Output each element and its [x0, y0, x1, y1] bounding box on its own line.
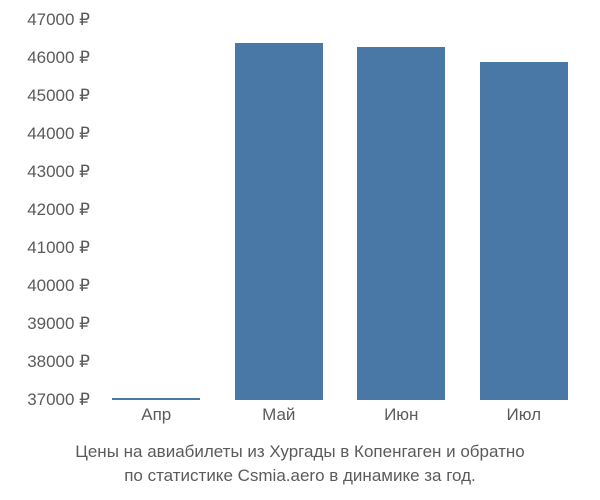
bar	[357, 47, 445, 400]
y-tick-label: 43000 ₽	[0, 162, 90, 182]
caption-line-2: по статистике Csmia.aero в динамике за г…	[124, 466, 476, 485]
y-tick-label: 44000 ₽	[0, 124, 90, 144]
caption-line-1: Цены на авиабилеты из Хургады в Копенгаг…	[75, 442, 524, 461]
y-tick-label: 45000 ₽	[0, 86, 90, 106]
x-tick-label: Апр	[141, 405, 171, 425]
bar	[235, 43, 323, 400]
bar	[480, 62, 568, 400]
y-tick-label: 40000 ₽	[0, 276, 90, 296]
y-tick-label: 37000 ₽	[0, 390, 90, 410]
y-tick-label: 46000 ₽	[0, 48, 90, 68]
x-tick-label: Май	[262, 405, 295, 425]
chart-caption: Цены на авиабилеты из Хургады в Копенгаг…	[0, 440, 600, 488]
plot-area	[95, 20, 585, 400]
y-tick-label: 42000 ₽	[0, 200, 90, 220]
y-tick-label: 38000 ₽	[0, 352, 90, 372]
x-tick-label: Июн	[384, 405, 418, 425]
bar	[112, 398, 200, 400]
y-tick-label: 39000 ₽	[0, 314, 90, 334]
x-tick-label: Июл	[506, 405, 541, 425]
y-tick-label: 41000 ₽	[0, 238, 90, 258]
y-tick-label: 47000 ₽	[0, 10, 90, 30]
price-chart: 37000 ₽ 38000 ₽ 39000 ₽ 40000 ₽ 41000 ₽ 42000…	[0, 0, 600, 500]
